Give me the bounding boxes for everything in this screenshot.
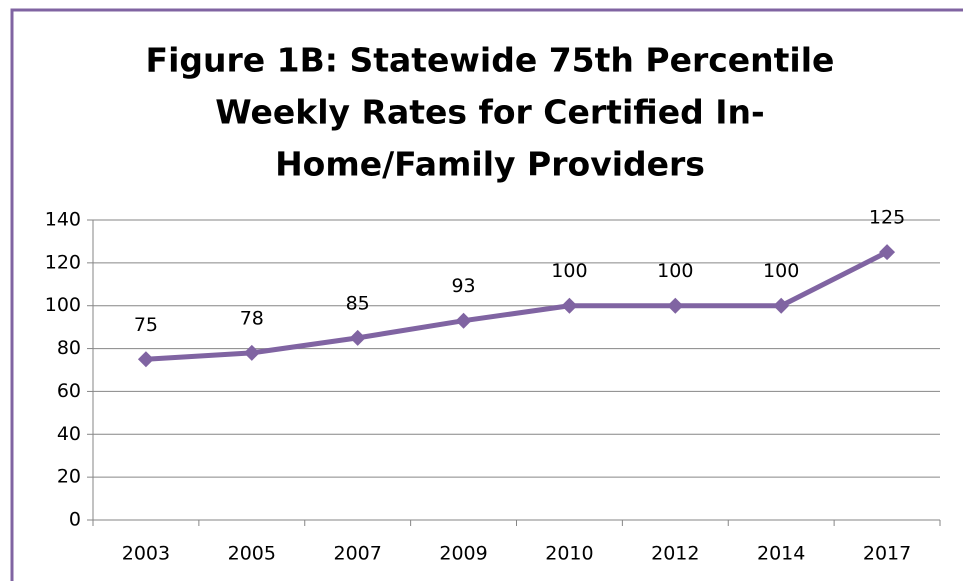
chart-title: Home/Family Providers (275, 145, 705, 184)
data-point (773, 297, 790, 314)
x-tick-label: 2010 (545, 543, 593, 565)
data-label: 125 (869, 207, 905, 229)
data-point (137, 351, 154, 368)
x-tick-label: 2014 (757, 543, 805, 565)
x-tick-label: 2005 (228, 543, 276, 565)
x-tick-label: 2012 (651, 543, 699, 565)
y-tick-label: 100 (45, 294, 81, 316)
x-tick-label: 2017 (863, 543, 911, 565)
y-tick-label: 40 (57, 423, 81, 445)
data-label: 100 (763, 260, 799, 282)
chart-title: Figure 1B: Statewide 75th Percentile (146, 41, 835, 80)
data-point (243, 344, 260, 361)
y-tick-label: 120 (45, 251, 81, 273)
data-line (145, 249, 889, 362)
y-tick-label: 20 (57, 466, 81, 488)
data-point (349, 329, 366, 346)
data-label: 93 (451, 275, 475, 297)
data-point (879, 244, 896, 261)
data-label: 100 (551, 260, 587, 282)
data-label: 78 (240, 307, 264, 329)
x-tick-label: 2009 (439, 543, 487, 565)
y-tick-label: 80 (57, 337, 81, 359)
x-tick-label: 2003 (122, 543, 170, 565)
y-tick-label: 0 (69, 509, 81, 531)
chart-title: Weekly Rates for Certified In- (215, 93, 764, 132)
y-tick-label: 140 (45, 209, 81, 231)
data-label: 100 (657, 260, 693, 282)
data-label: 85 (346, 292, 370, 314)
x-tick-label: 2007 (334, 543, 382, 565)
data-label: 75 (134, 314, 158, 336)
data-point (561, 297, 578, 314)
data-point (455, 312, 472, 329)
chart-frame (10, 8, 963, 581)
y-tick-label: 60 (57, 380, 81, 402)
data-point (667, 297, 684, 314)
